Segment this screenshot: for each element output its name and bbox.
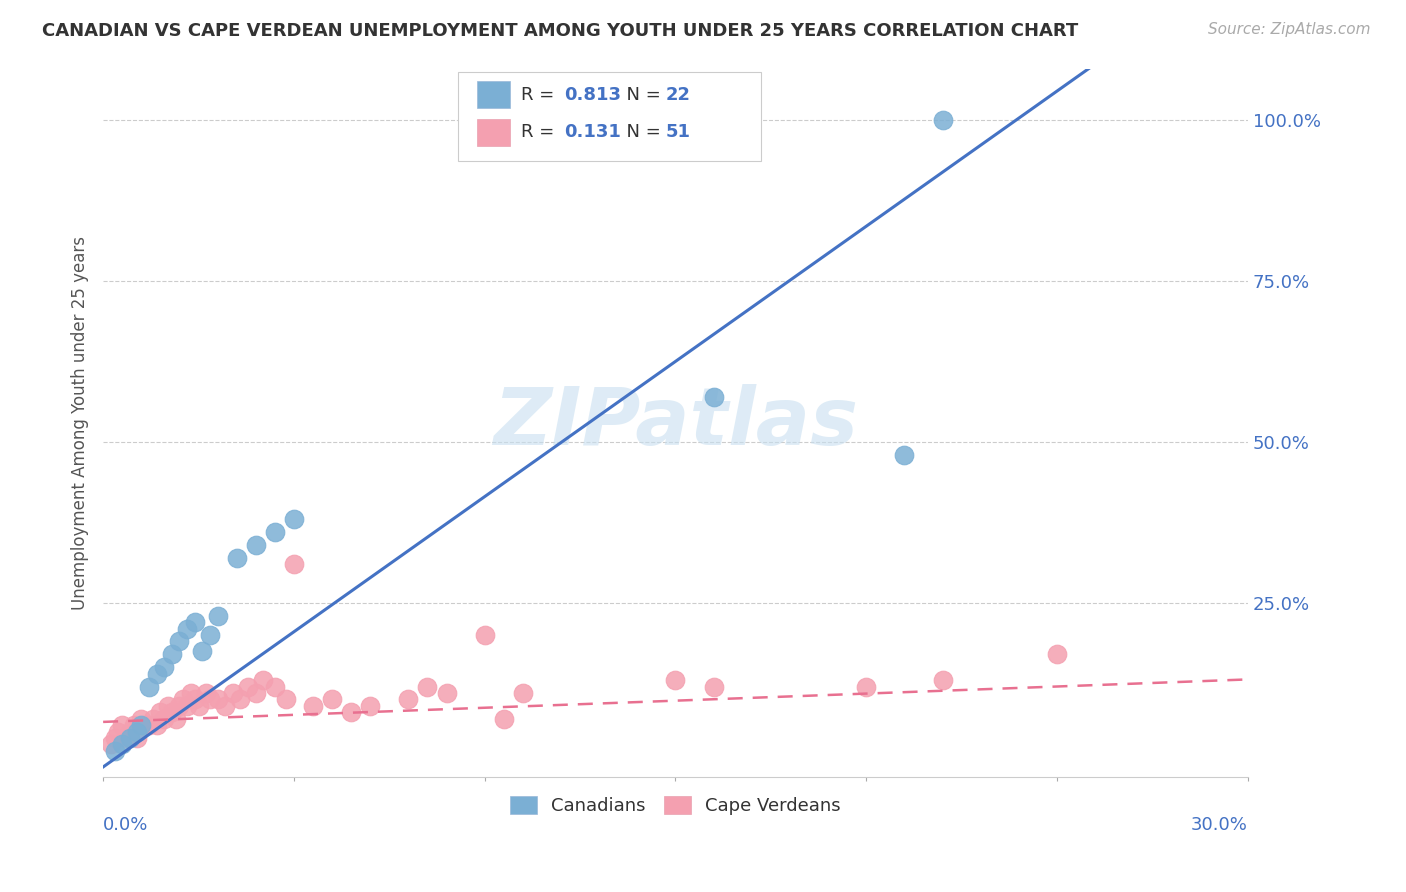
- Point: [321, 692, 343, 706]
- Point: [664, 673, 686, 687]
- Point: [118, 731, 141, 745]
- Point: [236, 680, 259, 694]
- Point: [207, 692, 229, 706]
- Point: [931, 113, 953, 128]
- Point: [176, 622, 198, 636]
- Point: [855, 680, 877, 694]
- Point: [474, 628, 496, 642]
- Point: [222, 686, 245, 700]
- Point: [160, 705, 183, 719]
- Point: [134, 718, 156, 732]
- Point: [214, 698, 236, 713]
- Point: [103, 744, 125, 758]
- Point: [195, 686, 218, 700]
- Point: [129, 712, 152, 726]
- Point: [172, 692, 194, 706]
- Point: [165, 712, 187, 726]
- Point: [263, 524, 285, 539]
- Point: [176, 698, 198, 713]
- Text: CANADIAN VS CAPE VERDEAN UNEMPLOYMENT AMONG YOUTH UNDER 25 YEARS CORRELATION CHA: CANADIAN VS CAPE VERDEAN UNEMPLOYMENT AM…: [42, 22, 1078, 40]
- Point: [276, 692, 298, 706]
- Y-axis label: Unemployment Among Youth under 25 years: Unemployment Among Youth under 25 years: [72, 235, 89, 609]
- Text: 51: 51: [665, 123, 690, 141]
- Point: [138, 718, 160, 732]
- Text: R =: R =: [522, 86, 560, 103]
- Point: [103, 731, 125, 745]
- Point: [138, 680, 160, 694]
- Point: [252, 673, 274, 687]
- FancyBboxPatch shape: [458, 72, 761, 161]
- Point: [396, 692, 419, 706]
- Text: N =: N =: [614, 123, 666, 141]
- Point: [149, 705, 172, 719]
- Point: [229, 692, 252, 706]
- Point: [893, 448, 915, 462]
- Point: [416, 680, 439, 694]
- Point: [156, 698, 179, 713]
- Text: R =: R =: [522, 123, 560, 141]
- Text: 0.813: 0.813: [564, 86, 621, 103]
- Point: [145, 666, 167, 681]
- Point: [180, 686, 202, 700]
- Point: [283, 558, 305, 572]
- Point: [1046, 648, 1069, 662]
- Point: [129, 718, 152, 732]
- Point: [931, 673, 953, 687]
- FancyBboxPatch shape: [478, 119, 509, 145]
- Point: [359, 698, 381, 713]
- Point: [169, 634, 191, 648]
- Text: 0.0%: 0.0%: [103, 815, 149, 833]
- FancyBboxPatch shape: [478, 81, 509, 108]
- Legend: Canadians, Cape Verdeans: Canadians, Cape Verdeans: [501, 787, 851, 824]
- Point: [127, 724, 149, 739]
- Text: N =: N =: [614, 86, 666, 103]
- Point: [187, 698, 209, 713]
- Point: [302, 698, 325, 713]
- Point: [100, 738, 122, 752]
- Point: [245, 686, 267, 700]
- Text: Source: ZipAtlas.com: Source: ZipAtlas.com: [1208, 22, 1371, 37]
- Point: [183, 615, 205, 629]
- Point: [703, 680, 725, 694]
- Point: [118, 724, 141, 739]
- Point: [142, 712, 165, 726]
- Text: 30.0%: 30.0%: [1191, 815, 1249, 833]
- Point: [111, 738, 134, 752]
- Point: [107, 724, 129, 739]
- Point: [145, 718, 167, 732]
- Text: 0.131: 0.131: [564, 123, 621, 141]
- Point: [191, 644, 214, 658]
- Point: [183, 692, 205, 706]
- Point: [115, 731, 138, 745]
- Point: [245, 538, 267, 552]
- Point: [169, 698, 191, 713]
- Point: [207, 608, 229, 623]
- Point: [111, 718, 134, 732]
- Text: ZIPatlas: ZIPatlas: [494, 384, 858, 461]
- Point: [283, 512, 305, 526]
- Point: [263, 680, 285, 694]
- Point: [225, 550, 247, 565]
- Point: [703, 390, 725, 404]
- Point: [198, 628, 221, 642]
- Point: [122, 718, 145, 732]
- Point: [153, 660, 176, 674]
- Text: 22: 22: [665, 86, 690, 103]
- Point: [492, 712, 515, 726]
- Point: [160, 648, 183, 662]
- Point: [198, 692, 221, 706]
- Point: [512, 686, 534, 700]
- Point: [127, 731, 149, 745]
- Point: [340, 705, 363, 719]
- Point: [153, 712, 176, 726]
- Point: [436, 686, 458, 700]
